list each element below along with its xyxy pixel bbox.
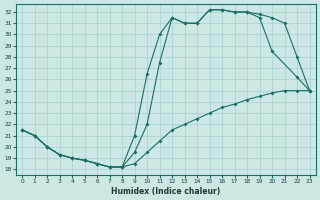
X-axis label: Humidex (Indice chaleur): Humidex (Indice chaleur) <box>111 187 220 196</box>
